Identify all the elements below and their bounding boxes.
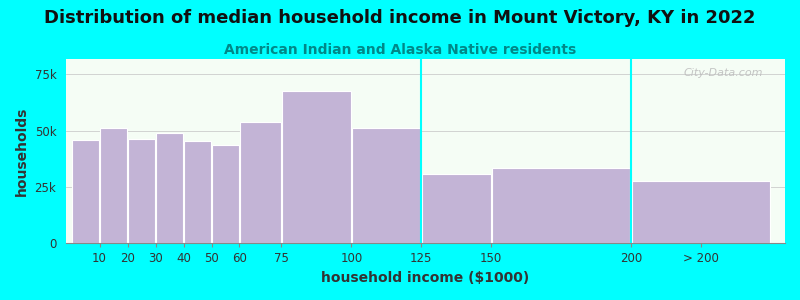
- Y-axis label: households: households: [15, 106, 29, 196]
- Bar: [240, 122, 281, 243]
- Bar: [352, 128, 421, 243]
- Bar: [632, 182, 770, 243]
- Bar: [212, 145, 238, 243]
- Bar: [128, 139, 155, 243]
- Bar: [156, 133, 183, 243]
- Text: City-Data.com: City-Data.com: [684, 68, 763, 78]
- Bar: [72, 140, 99, 243]
- Text: American Indian and Alaska Native residents: American Indian and Alaska Native reside…: [224, 44, 576, 58]
- Bar: [422, 173, 490, 243]
- Bar: [282, 91, 350, 243]
- Text: Distribution of median household income in Mount Victory, KY in 2022: Distribution of median household income …: [44, 9, 756, 27]
- Bar: [492, 168, 630, 243]
- Bar: [100, 128, 127, 243]
- Bar: [184, 141, 211, 243]
- X-axis label: household income ($1000): household income ($1000): [322, 271, 530, 285]
